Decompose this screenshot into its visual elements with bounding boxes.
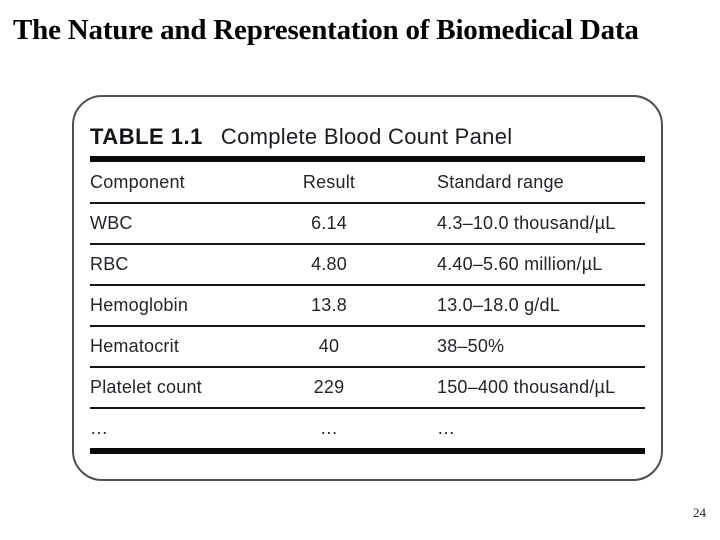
cell-result: 4.80 xyxy=(311,254,347,274)
table-caption-row: TABLE 1.1 Complete Blood Count Panel xyxy=(90,118,645,156)
cell-standard-range: 13.0–18.0 g/dL xyxy=(437,295,560,315)
cbc-table-panel: TABLE 1.1 Complete Blood Count Panel Com… xyxy=(72,95,663,481)
row-separator-rule xyxy=(90,284,645,286)
table-row-ellipsis: … … … xyxy=(90,409,645,448)
cell-component: Platelet count xyxy=(90,377,202,397)
page-number: 24 xyxy=(693,505,706,520)
cell-component: … xyxy=(90,418,109,438)
cell-standard-range: 150–400 thousand/µL xyxy=(437,377,616,397)
cell-standard-range: 4.3–10.0 thousand/µL xyxy=(437,213,616,233)
cell-standard-range: 4.40–5.60 million/µL xyxy=(437,254,603,274)
header-separator-rule xyxy=(90,202,645,204)
column-header-standard-range: Standard range xyxy=(437,171,564,192)
cell-standard-range: 38–50% xyxy=(437,336,505,356)
table-row-platelet-count: Platelet count 229 150–400 thousand/µL xyxy=(90,368,645,407)
table-content: TABLE 1.1 Complete Blood Count Panel Com… xyxy=(90,97,645,454)
row-separator-rule xyxy=(90,366,645,368)
row-separator-rule xyxy=(90,407,645,409)
cell-component: RBC xyxy=(90,254,129,274)
table-row-hematocrit: Hematocrit 40 38–50% xyxy=(90,327,645,366)
row-separator-rule xyxy=(90,325,645,327)
table-header-row: Component Result Standard range xyxy=(90,162,645,202)
cell-component: WBC xyxy=(90,213,133,233)
table-top-rule xyxy=(90,156,645,162)
table-row-rbc: RBC 4.80 4.40–5.60 million/µL xyxy=(90,245,645,284)
column-header-result: Result xyxy=(302,171,356,192)
table-label: TABLE 1.1 xyxy=(90,124,203,149)
cell-result: 40 xyxy=(318,336,340,356)
table-caption: Complete Blood Count Panel xyxy=(220,124,513,149)
table-row-wbc: WBC 6.14 4.3–10.0 thousand/µL xyxy=(90,204,645,243)
cell-component: Hemoglobin xyxy=(90,295,189,315)
cell-component: Hematocrit xyxy=(90,336,180,356)
row-separator-rule xyxy=(90,243,645,245)
cell-result: … xyxy=(319,418,339,438)
table-bottom-rule xyxy=(90,448,645,454)
slide-title: The Nature and Representation of Biomedi… xyxy=(13,14,639,46)
cell-result: 229 xyxy=(313,377,345,397)
column-header-component: Component xyxy=(90,171,185,192)
cell-standard-range: … xyxy=(437,418,456,438)
table-row-hemoglobin: Hemoglobin 13.8 13.0–18.0 g/dL xyxy=(90,286,645,325)
cell-result: 13.8 xyxy=(311,295,347,315)
cell-result: 6.14 xyxy=(311,213,347,233)
